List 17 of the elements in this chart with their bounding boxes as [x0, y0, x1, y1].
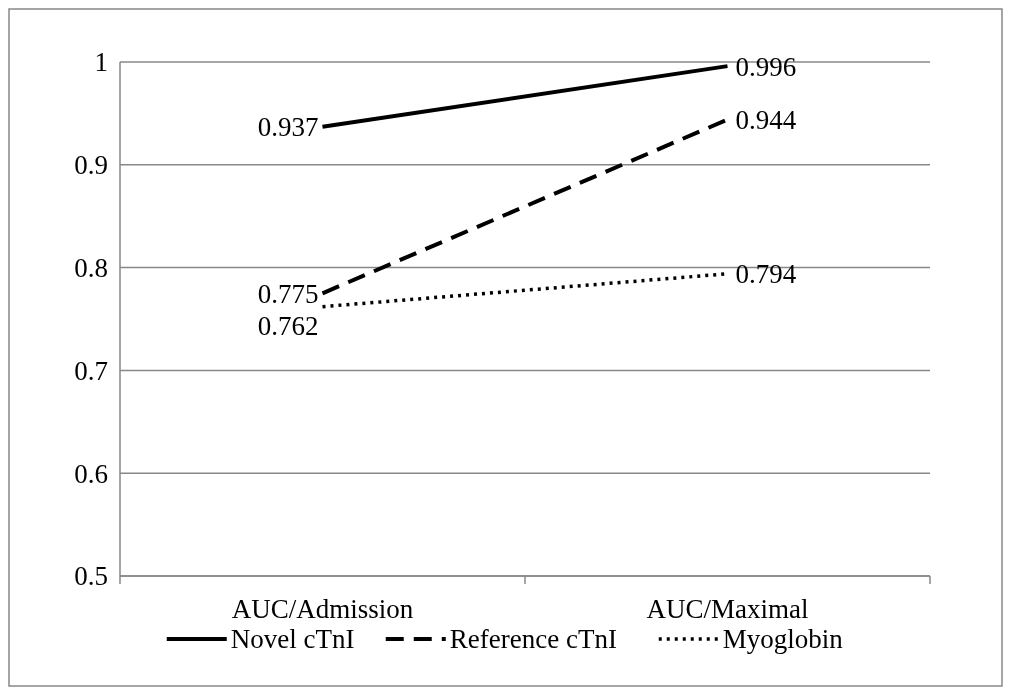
- x-tick-label: AUC/Admission: [231, 594, 414, 624]
- y-tick-label: 0.7: [74, 355, 108, 386]
- legend-label: Myoglobin: [722, 624, 844, 654]
- y-tick-label: 0.9: [74, 150, 108, 181]
- y-tick-label: 0.5: [74, 561, 108, 592]
- x-tick-label: AUC/Maximal: [646, 594, 809, 624]
- legend-label: Novel cTnI: [230, 624, 355, 654]
- y-tick-label: 1: [94, 47, 108, 78]
- data-label: 0.775: [257, 278, 319, 309]
- data-label: 0.794: [735, 259, 797, 290]
- legend-label: Reference cTnI: [449, 624, 617, 654]
- y-tick-label: 0.6: [74, 458, 108, 489]
- data-label: 0.944: [735, 105, 797, 136]
- data-label: 0.937: [257, 112, 319, 143]
- y-tick-label: 0.8: [74, 253, 108, 284]
- data-label: 0.762: [257, 310, 319, 341]
- data-label: 0.996: [735, 51, 797, 82]
